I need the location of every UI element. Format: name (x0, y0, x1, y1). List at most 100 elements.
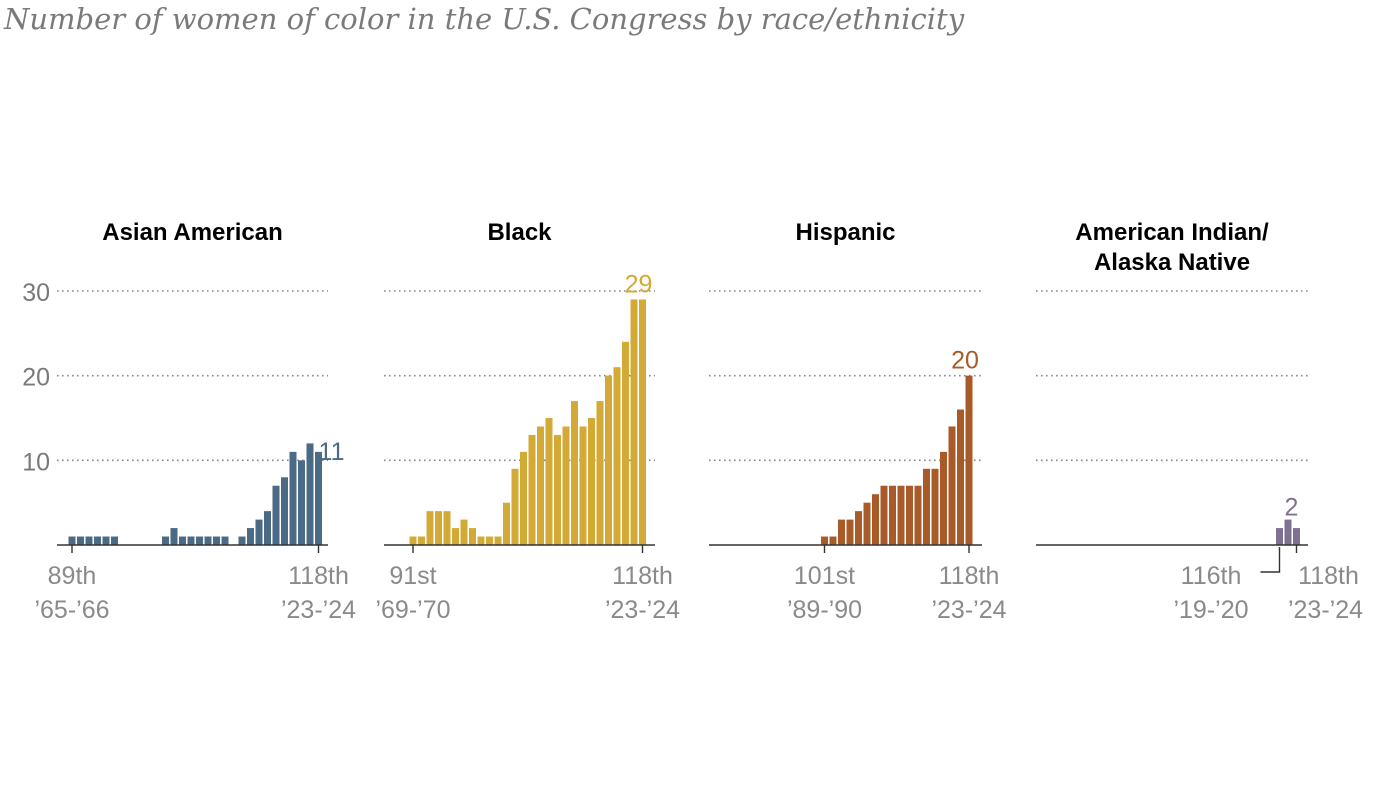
panel-1-bar-115 (289, 451, 297, 545)
panel-2-bar-110 (571, 401, 578, 545)
panel-2-bar-118 (639, 299, 646, 545)
panel-2-bar-115 (613, 367, 621, 545)
panel-1-bar-106 (213, 536, 220, 545)
panel-2-bar-95 (443, 511, 451, 545)
panel-2-bar-100 (486, 536, 493, 545)
panel-3-bar-112 (914, 485, 922, 545)
panel-3-bar-106 (863, 502, 871, 545)
panel-2-bar-91 (409, 536, 417, 545)
panel-1-bar-89 (68, 536, 76, 545)
panel-1-bar-113 (272, 485, 280, 545)
panel-1-bar-107 (221, 536, 229, 545)
chart-title: Number of women of color in the U.S. Con… (4, 2, 965, 36)
panel-3-bar-110 (897, 485, 905, 545)
panel-1-end-value-label: 11 (319, 438, 345, 466)
panel-2-bar-97 (460, 519, 468, 545)
panel-4-x-label-116-years: ’19-’20 (1173, 596, 1248, 624)
panel-1-x-label-118-years: ’23-’24 (281, 596, 356, 624)
panel-2-bar-112 (588, 418, 595, 545)
panel-2-bar-94 (435, 511, 442, 545)
panel-3-bar-111 (906, 485, 913, 545)
panel-3-bar-107 (872, 494, 879, 545)
panel-4-end-value-label: 2 (1285, 494, 1299, 522)
panel-2-x-label-91-number: 91st (389, 562, 436, 590)
panel-4-x-label-118-number: 118th (1298, 562, 1359, 590)
panel-3-bar-101 (821, 536, 828, 545)
panel-2-bar-105 (528, 434, 536, 545)
panel-3-bar-108 (880, 485, 888, 545)
panel-3-bar-105 (855, 511, 862, 545)
panel-2-bar-117 (630, 299, 638, 545)
panel-1-bar-94 (111, 536, 118, 545)
panel-1-bar-93 (102, 536, 110, 545)
panel-3-end-value-label: 20 (951, 347, 979, 375)
panel-4-title-line-2: Alaska Native (1094, 249, 1250, 276)
panel-4-bar-117 (1284, 519, 1292, 545)
panel-3-bar-116 (948, 426, 956, 545)
panel-1-bar-91 (85, 536, 93, 545)
panel-1-bar-102 (179, 536, 186, 545)
y-tick-label-10: 10 (22, 448, 50, 476)
panel-3-x-label-118-years: ’23-’24 (931, 596, 1006, 624)
panel-2-bar-102 (503, 502, 510, 545)
panel-1-bar-100 (162, 536, 169, 545)
panel-2-bar-101 (494, 536, 502, 545)
panel-2-bar-109 (562, 426, 570, 545)
panel-1-bar-105 (204, 536, 212, 545)
panel-4-title-line-1: American Indian/ (1075, 219, 1269, 246)
panel-1-bar-118 (315, 451, 322, 545)
panel-1-bar-109 (238, 536, 246, 545)
panel-3-bar-115 (940, 451, 947, 545)
panel-1-bar-104 (196, 536, 203, 545)
panel-2-bar-106 (537, 426, 544, 545)
panel-2-bar-111 (579, 426, 587, 545)
panel-2-x-label-118-number: 118th (612, 562, 673, 590)
panel-1-bar-114 (281, 477, 288, 545)
panel-3-x-label-101-years: ’89-’90 (787, 596, 862, 624)
panel-1-x-label-89-years: ’65-’66 (34, 596, 109, 624)
panel-1-bar-92 (94, 536, 101, 545)
panel-1-title: Asian American (102, 219, 283, 246)
panel-2-bar-114 (605, 375, 612, 545)
panel-3-bar-114 (931, 468, 939, 545)
panel-3-bar-113 (923, 468, 930, 545)
panel-2-bar-103 (511, 468, 519, 545)
panel-1-bar-112 (264, 511, 271, 545)
panel-2-bar-93 (426, 511, 434, 545)
panel-2-bar-99 (477, 536, 485, 545)
panel-4-bar-116 (1276, 528, 1283, 545)
panel-2-x-label-91-years: ’69-’70 (375, 596, 450, 624)
panel-1-x-label-89-number: 89th (48, 562, 97, 590)
panel-3-bar-109 (889, 485, 896, 545)
panel-2-x-label-118-years: ’23-’24 (605, 596, 680, 624)
panel-3-bar-103 (838, 519, 845, 545)
panel-1-bar-103 (187, 536, 195, 545)
panel-4-x-label-118-years: ’23-’24 (1288, 596, 1363, 624)
panel-3-x-label-118-number: 118th (939, 562, 1000, 590)
panel-3-bar-117 (957, 409, 964, 545)
panel-2-end-value-label: 29 (625, 270, 653, 298)
panel-2-bar-92 (418, 536, 425, 545)
panel-1-bar-90 (77, 536, 84, 545)
panel-4-bar-118 (1293, 528, 1300, 545)
panel-4-x-label-116-number: 116th (1181, 562, 1242, 590)
y-tick-label-30: 30 (22, 279, 50, 307)
panel-3-title: Hispanic (795, 219, 895, 246)
panel-1-bar-110 (247, 528, 254, 545)
panel-2-bar-107 (545, 418, 553, 545)
panel-2-bar-116 (622, 341, 629, 545)
panel-1-bar-111 (255, 519, 263, 545)
panel-2-title: Black (487, 219, 552, 246)
panel-3-bar-102 (829, 536, 837, 545)
panel-1-bar-101 (170, 528, 178, 545)
panel-4-leader-line (1260, 547, 1281, 573)
panel-2-bar-96 (452, 528, 459, 545)
y-tick-label-20: 20 (22, 364, 50, 392)
panel-2-bar-98 (469, 528, 476, 545)
panel-1-x-label-118-number: 118th (288, 562, 349, 590)
panel-1-bar-116 (298, 460, 305, 545)
panel-3-x-label-101-number: 101st (794, 562, 855, 590)
panel-3-bar-104 (846, 519, 854, 545)
panel-2-bar-108 (554, 434, 561, 545)
